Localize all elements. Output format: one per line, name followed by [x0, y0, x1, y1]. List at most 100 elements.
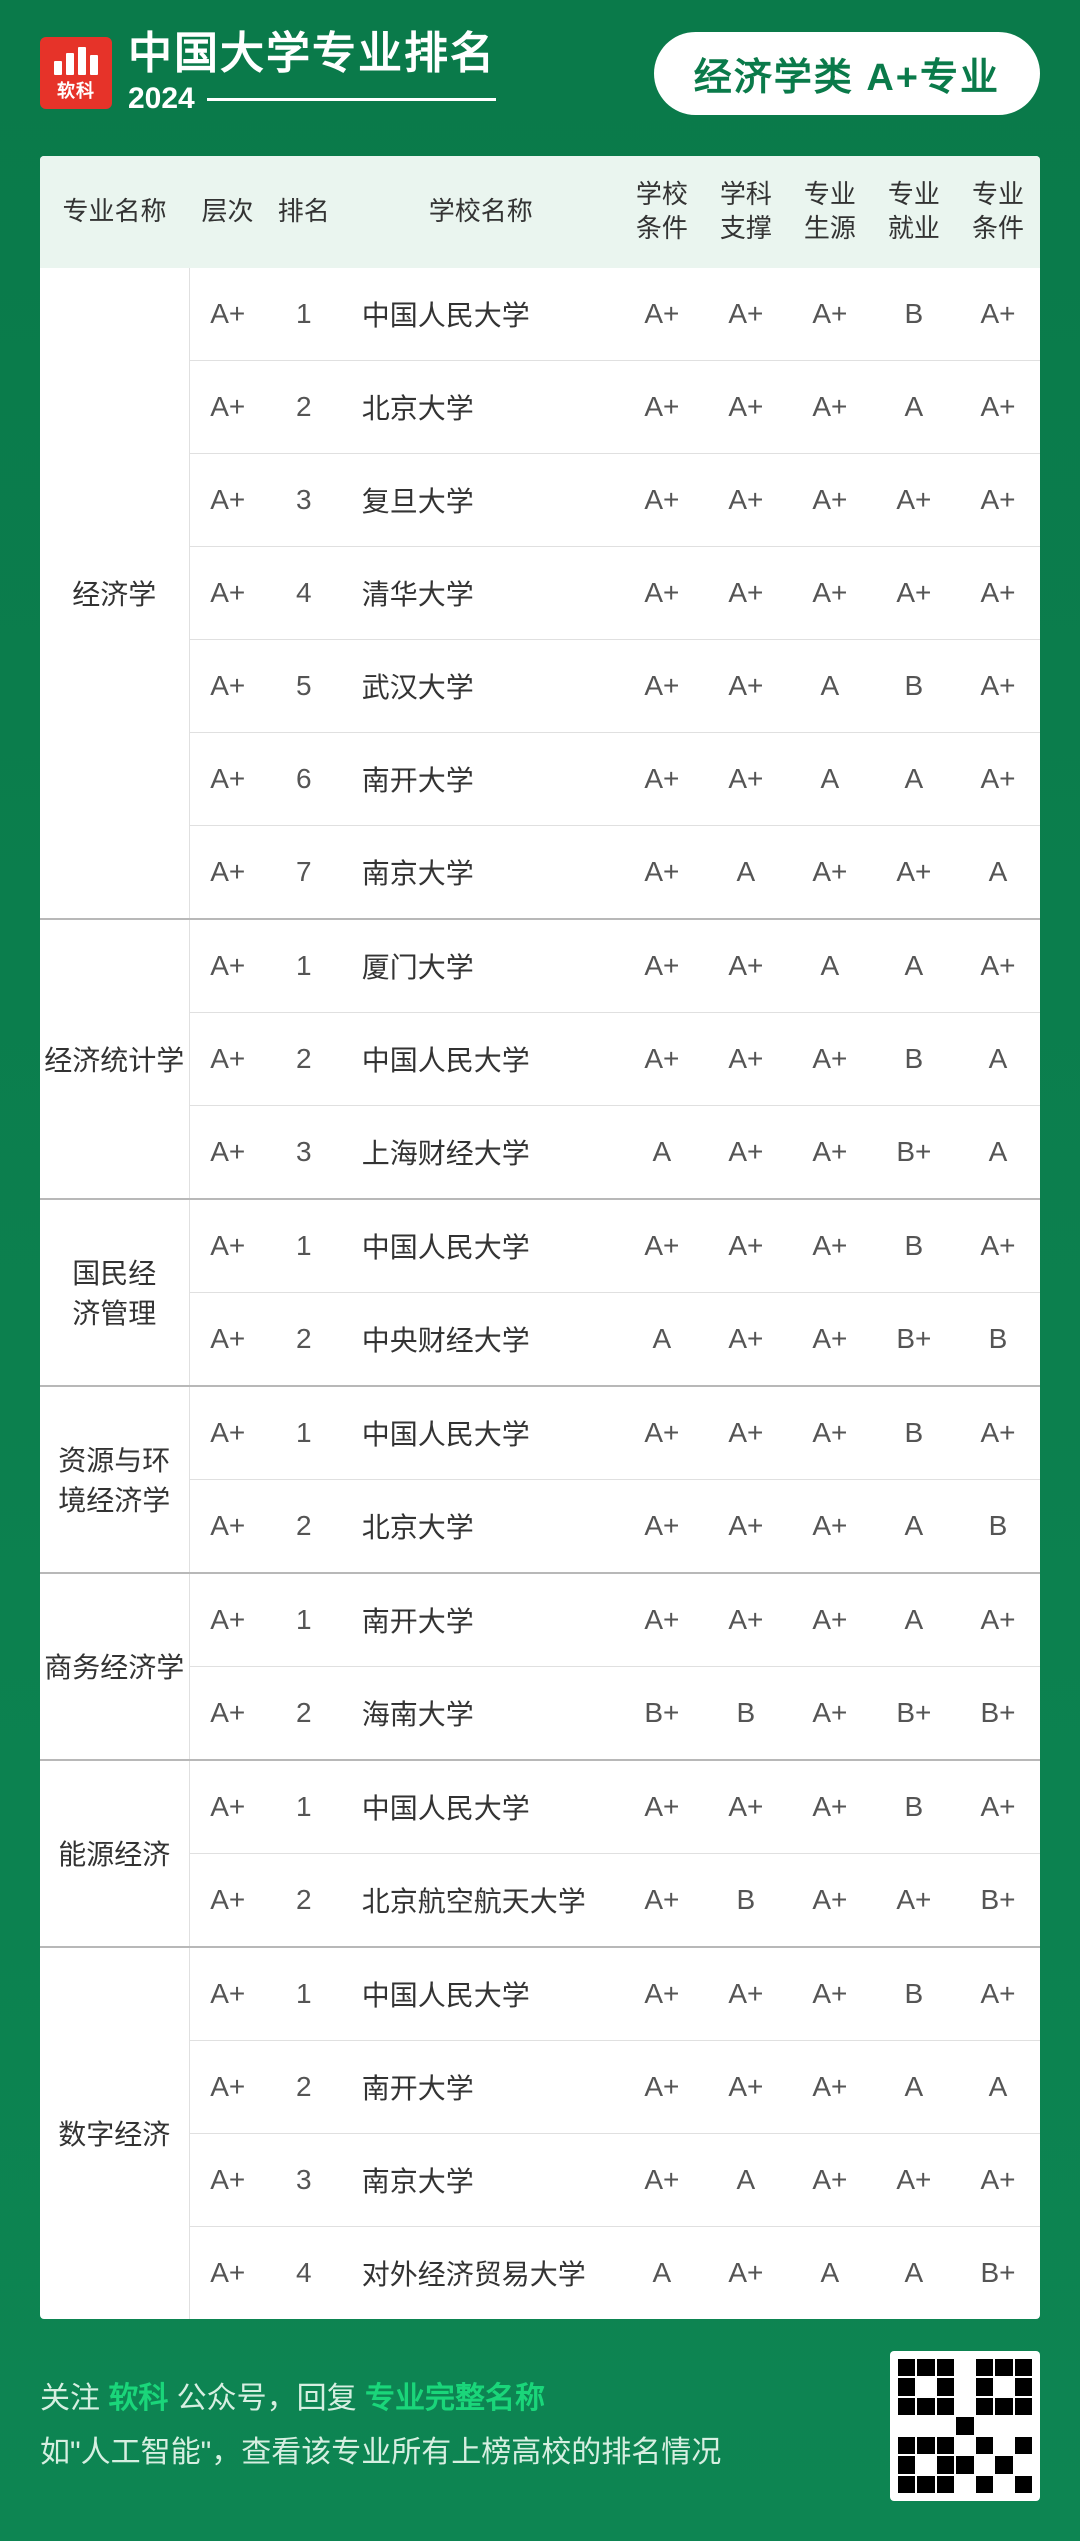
value-cell: A+	[189, 2226, 266, 2319]
value-cell: A	[788, 2226, 872, 2319]
header: 软科 中国大学专业排名 2024 经济学类 A+专业	[0, 0, 1080, 136]
col-header: 层次	[189, 156, 266, 268]
school-cell: 清华大学	[342, 546, 620, 639]
value-cell: A+	[788, 1292, 872, 1386]
value-cell: A+	[872, 825, 956, 919]
value-cell: A+	[704, 1573, 788, 1667]
value-cell: 5	[266, 639, 342, 732]
title-block: 中国大学专业排名 2024	[128, 30, 496, 116]
ranking-table-wrap: 专业名称层次排名学校名称学校条件学科支撑专业生源专业就业专业条件 经济学A+1中…	[40, 156, 1040, 2319]
value-cell: A+	[189, 1760, 266, 1854]
value-cell: A+	[704, 1012, 788, 1105]
value-cell: A+	[956, 2133, 1040, 2226]
value-cell: 1	[266, 1760, 342, 1854]
value-cell: A+	[956, 919, 1040, 1013]
value-cell: A+	[620, 919, 704, 1013]
value-cell: A	[956, 1012, 1040, 1105]
value-cell: A+	[620, 360, 704, 453]
value-cell: A+	[620, 732, 704, 825]
value-cell: A	[704, 2133, 788, 2226]
value-cell: B	[956, 1479, 1040, 1573]
value-cell: A+	[788, 360, 872, 453]
value-cell: 1	[266, 268, 342, 361]
col-header: 专业条件	[956, 156, 1040, 268]
value-cell: A+	[788, 546, 872, 639]
value-cell: A+	[788, 1666, 872, 1760]
value-cell: A+	[788, 1853, 872, 1947]
school-cell: 复旦大学	[342, 453, 620, 546]
table-row: 资源与环境经济学A+1中国人民大学A+A+A+BA+	[40, 1386, 1040, 1480]
table-row: A+3上海财经大学AA+A+B+A	[40, 1105, 1040, 1199]
school-cell: 中国人民大学	[342, 1386, 620, 1480]
value-cell: B+	[872, 1292, 956, 1386]
qr-code-icon	[890, 2351, 1040, 2501]
footer: 关注 软科 公众号，回复 专业完整名称 如"人工智能"，查看该专业所有上榜高校的…	[0, 2319, 1080, 2541]
value-cell: A+	[704, 1947, 788, 2041]
value-cell: A+	[704, 919, 788, 1013]
school-cell: 北京大学	[342, 360, 620, 453]
value-cell: A+	[620, 453, 704, 546]
value-cell: A+	[189, 268, 266, 361]
value-cell: 1	[266, 1386, 342, 1480]
value-cell: A+	[788, 1479, 872, 1573]
value-cell: A+	[189, 1479, 266, 1573]
value-cell: A+	[189, 1666, 266, 1760]
value-cell: 1	[266, 919, 342, 1013]
school-cell: 中央财经大学	[342, 1292, 620, 1386]
value-cell: A+	[704, 732, 788, 825]
value-cell: A+	[620, 1947, 704, 2041]
value-cell: A+	[788, 1386, 872, 1480]
brand-logo: 软科	[40, 37, 112, 109]
value-cell: A+	[189, 1199, 266, 1293]
value-cell: 1	[266, 1573, 342, 1667]
value-cell: A+	[788, 1760, 872, 1854]
value-cell: A	[956, 2040, 1040, 2133]
value-cell: A+	[620, 268, 704, 361]
major-cell: 商务经济学	[40, 1573, 189, 1760]
value-cell: A+	[620, 1760, 704, 1854]
table-row: A+6南开大学A+A+AAA+	[40, 732, 1040, 825]
table-row: 国民经济管理A+1中国人民大学A+A+A+BA+	[40, 1199, 1040, 1293]
value-cell: A	[788, 732, 872, 825]
table-row: A+3复旦大学A+A+A+A+A+	[40, 453, 1040, 546]
school-cell: 对外经济贸易大学	[342, 2226, 620, 2319]
value-cell: 6	[266, 732, 342, 825]
value-cell: A+	[704, 1479, 788, 1573]
value-cell: B	[872, 1947, 956, 2041]
value-cell: B	[872, 1012, 956, 1105]
value-cell: A	[872, 2226, 956, 2319]
value-cell: A+	[704, 360, 788, 453]
footer-line-2: 如"人工智能"，查看该专业所有上榜高校的排名情况	[40, 2426, 721, 2480]
table-row: 能源经济A+1中国人民大学A+A+A+BA+	[40, 1760, 1040, 1854]
value-cell: A+	[620, 2133, 704, 2226]
school-cell: 北京航空航天大学	[342, 1853, 620, 1947]
table-row: 经济统计学A+1厦门大学A+A+AAA+	[40, 919, 1040, 1013]
value-cell: A	[872, 1573, 956, 1667]
value-cell: B	[872, 639, 956, 732]
value-cell: A+	[189, 1573, 266, 1667]
value-cell: A+	[620, 1199, 704, 1293]
value-cell: A+	[872, 546, 956, 639]
value-cell: A+	[956, 268, 1040, 361]
value-cell: 4	[266, 546, 342, 639]
header-left: 软科 中国大学专业排名 2024	[40, 30, 496, 116]
table-body: 经济学A+1中国人民大学A+A+A+BA+A+2北京大学A+A+A+AA+A+3…	[40, 268, 1040, 2319]
value-cell: A	[956, 1105, 1040, 1199]
col-header: 专业生源	[788, 156, 872, 268]
value-cell: B+	[956, 1853, 1040, 1947]
table-row: 商务经济学A+1南开大学A+A+A+AA+	[40, 1573, 1040, 1667]
value-cell: B+	[956, 1666, 1040, 1760]
value-cell: A+	[704, 2040, 788, 2133]
value-cell: A+	[189, 1947, 266, 2041]
value-cell: A+	[704, 1199, 788, 1293]
value-cell: A+	[788, 268, 872, 361]
value-cell: A+	[189, 639, 266, 732]
value-cell: A+	[788, 1012, 872, 1105]
school-cell: 南开大学	[342, 1573, 620, 1667]
school-cell: 北京大学	[342, 1479, 620, 1573]
value-cell: 3	[266, 2133, 342, 2226]
year-row: 2024	[128, 82, 496, 116]
value-cell: B	[956, 1292, 1040, 1386]
value-cell: A+	[620, 825, 704, 919]
value-cell: A+	[704, 2226, 788, 2319]
